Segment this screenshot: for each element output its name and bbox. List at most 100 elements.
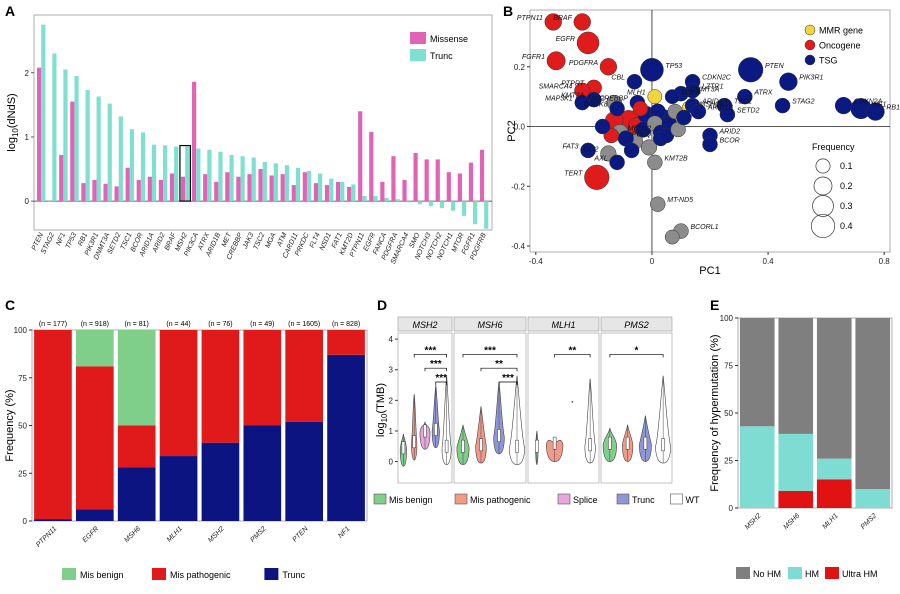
bar-trunc-nf1 [63, 69, 68, 202]
bar-trunc-pms2 [243, 425, 282, 521]
size-legend-title: Frequency [812, 142, 855, 152]
bar-missense-msh2 [180, 176, 186, 202]
bar-trunc-mga [273, 163, 278, 202]
x-tick-label-mga: MGA [264, 232, 277, 250]
size-legend-circle [815, 158, 831, 174]
point-label-mt-nd5: MT-ND5 [667, 197, 693, 204]
bar-trunc-tsc1 [129, 129, 135, 202]
significance-bracket [413, 354, 447, 358]
point-label-cbl: CBL [611, 75, 625, 82]
bar-missense-arid1b [214, 181, 219, 202]
n-label-pten: (n = 1605) [288, 321, 320, 328]
point-label-fat3: FAT3 [562, 143, 578, 150]
plot-frame [33, 14, 493, 231]
point-label-kmt2a: KMT2A [561, 93, 585, 100]
legend-swatch-splice [557, 493, 571, 505]
panel-d-violin-plot: D01234log10(TMB)MSH2*********MSH6*******… [373, 297, 700, 505]
point-cdkn2a [834, 96, 853, 115]
bar-missense-dnmt3a [103, 183, 108, 202]
point-label-nf1: NF1 [873, 102, 886, 109]
significance-bracket [480, 367, 518, 372]
legend-label-trunc: Trunc [282, 570, 305, 580]
legend-swatch-mis-benign [62, 568, 76, 580]
x-tick-label-pms2: PMS2 [860, 512, 879, 531]
box [423, 424, 427, 438]
point-pik3r1 [779, 72, 798, 91]
bar-trunc-arid1a [151, 144, 157, 202]
legend-swatch-mis-benign [373, 493, 387, 505]
point-label-crebbp: CREBBP [599, 96, 628, 103]
bar-hm-msh2 [739, 426, 775, 508]
box [552, 436, 557, 450]
box [608, 436, 612, 450]
y-axis-label-sub: 10 [380, 413, 389, 422]
legend-label-tsg: TSG [819, 56, 838, 66]
significance-bracket [609, 354, 664, 358]
facet-strip-msh6 [453, 316, 527, 332]
bar-trunc-fanca [384, 197, 389, 202]
bar-trunc-stag2 [52, 53, 57, 202]
bar-missense-atm [280, 174, 285, 202]
bar-trunc-mtor [461, 201, 467, 216]
legend-swatch-no-hm [736, 567, 750, 579]
bar-trunc-smarca4 [406, 201, 411, 203]
bar-missense-jak3 [247, 174, 252, 202]
bar-trunc-msh6 [117, 467, 156, 521]
y-tick-label: 100 [14, 326, 28, 335]
bar-ultra-hm-mlh1 [816, 479, 852, 508]
x-tick-label-msh2: MSH2 [207, 525, 226, 544]
bar-trunc-smo [417, 201, 422, 205]
point-label-arid2: ARID2 [718, 128, 740, 135]
bar-missense-smarca4 [402, 179, 407, 202]
n-label-msh6: (n = 81) [125, 321, 149, 328]
y-tick-label: 0.2 [514, 63, 526, 72]
bar-missense-braf [169, 173, 175, 202]
bar-trunc-pdgfra [395, 199, 400, 202]
point-ptpn11 [544, 13, 562, 31]
bar-trunc-pdgfrb [484, 201, 489, 229]
point-label-cdkn2a: CDKN2A [854, 99, 883, 106]
point-label-dock8: DOCK8 [583, 102, 607, 109]
box [625, 436, 630, 450]
legend-label-wt: WT [686, 495, 700, 505]
point-label-tsc1: TSC1 [734, 99, 752, 106]
bar-missense-fanca [380, 181, 385, 202]
facet-strip-pms2 [600, 316, 673, 332]
bar-trunc-card11 [295, 167, 301, 202]
significance-bracket [554, 354, 591, 358]
bar-trunc-notch3 [428, 201, 433, 207]
bar-hm-mlh1 [816, 458, 852, 480]
panel-b-pca-scatter: B -0.4 0 0.4 0.8 -0.4 -0.2 0.0 0.2 PC1 PC2 PTPN11 BR… [503, 3, 900, 277]
point-label-egfr: EGFR [556, 36, 575, 43]
y-axis-label-main: log [375, 422, 387, 437]
bar-missense-tsc1 [125, 167, 130, 202]
legend-swatch-mis-pathogenic [152, 568, 166, 580]
point-label-fgfr1: FGFR1 [522, 54, 545, 61]
bar-mis-pathogenic-egfr [75, 366, 114, 510]
bar-trunc-msh2 [185, 146, 190, 202]
bar-mis-benign-msh6 [117, 330, 156, 426]
size-legend-circle [813, 176, 833, 196]
bar-trunc-bcor [140, 132, 146, 202]
legend-swatch-trunc [410, 49, 426, 61]
bar-trunc-msh2 [201, 442, 240, 521]
bar-missense-smo [413, 152, 418, 202]
point-pten [738, 57, 764, 83]
bar-mis-pathogenic-msh6 [117, 425, 156, 468]
point-label-lztr1: LZTR1 [702, 84, 724, 91]
bar-missense-notch3 [424, 159, 429, 202]
point-label-med12: MED12 [628, 125, 651, 132]
bar-trunc-nsd1 [329, 178, 334, 202]
point-tert [584, 164, 610, 190]
point-bcor [702, 136, 718, 153]
bar-missense-card11 [291, 185, 296, 202]
legend-label-mmr-gene: MMR gene [819, 26, 863, 36]
bar-no-hm-msh6 [778, 318, 814, 434]
n-label-ptpn11: (n = 177) [39, 321, 67, 328]
point-label-ptprt: PTPRT [561, 81, 585, 88]
bar-missense-pik3r1 [92, 179, 97, 202]
facet-title-pms2: PMS2 [624, 320, 649, 330]
x-tick-label-pten: PTEN [291, 525, 310, 544]
